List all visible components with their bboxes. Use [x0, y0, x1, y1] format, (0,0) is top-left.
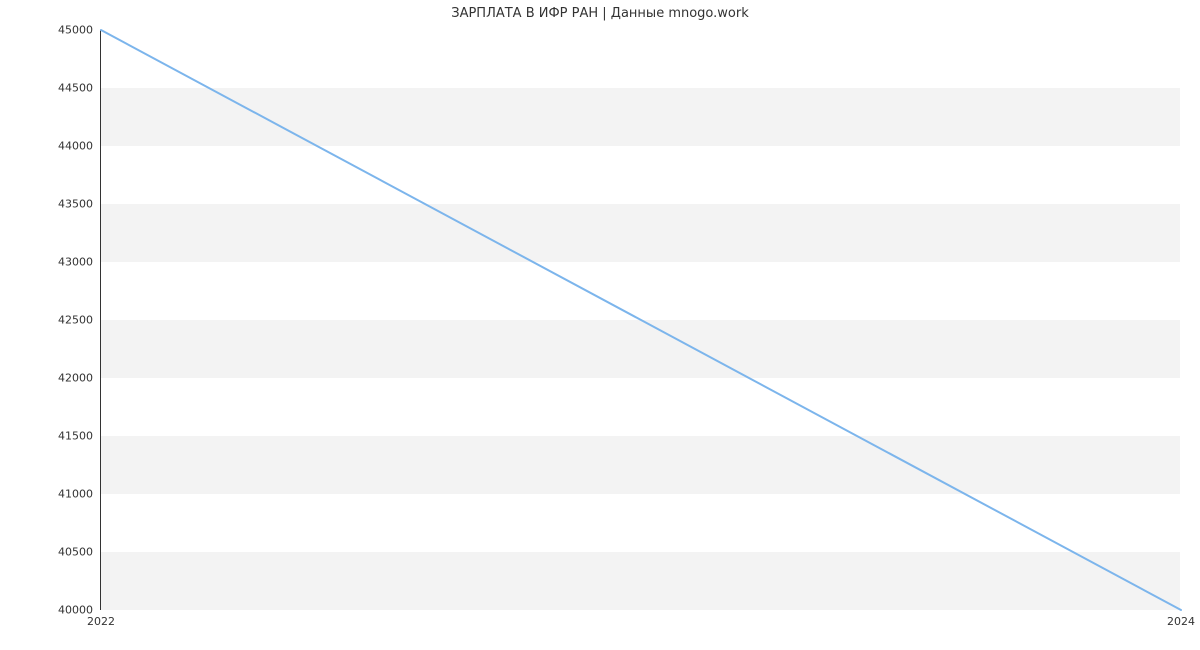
y-tick-label: 43000	[58, 256, 93, 269]
x-tick-label: 2022	[87, 615, 115, 628]
chart-title: ЗАРПЛАТА В ИФР РАН | Данные mnogo.work	[0, 6, 1200, 21]
y-tick-label: 42000	[58, 372, 93, 385]
y-tick-label: 45000	[58, 24, 93, 37]
series-salary	[101, 30, 1181, 610]
y-tick-label: 40500	[58, 546, 93, 559]
y-tick-label: 42500	[58, 314, 93, 327]
y-tick-label: 41500	[58, 430, 93, 443]
y-tick-label: 43500	[58, 198, 93, 211]
y-tick-label: 41000	[58, 488, 93, 501]
y-tick-label: 44000	[58, 140, 93, 153]
x-tick-label: 2024	[1167, 615, 1195, 628]
y-tick-label: 44500	[58, 82, 93, 95]
salary-chart: ЗАРПЛАТА В ИФР РАН | Данные mnogo.work 4…	[0, 0, 1200, 650]
plot-area: 4000040500410004150042000425004300043500…	[100, 30, 1180, 610]
line-layer	[101, 30, 1181, 610]
